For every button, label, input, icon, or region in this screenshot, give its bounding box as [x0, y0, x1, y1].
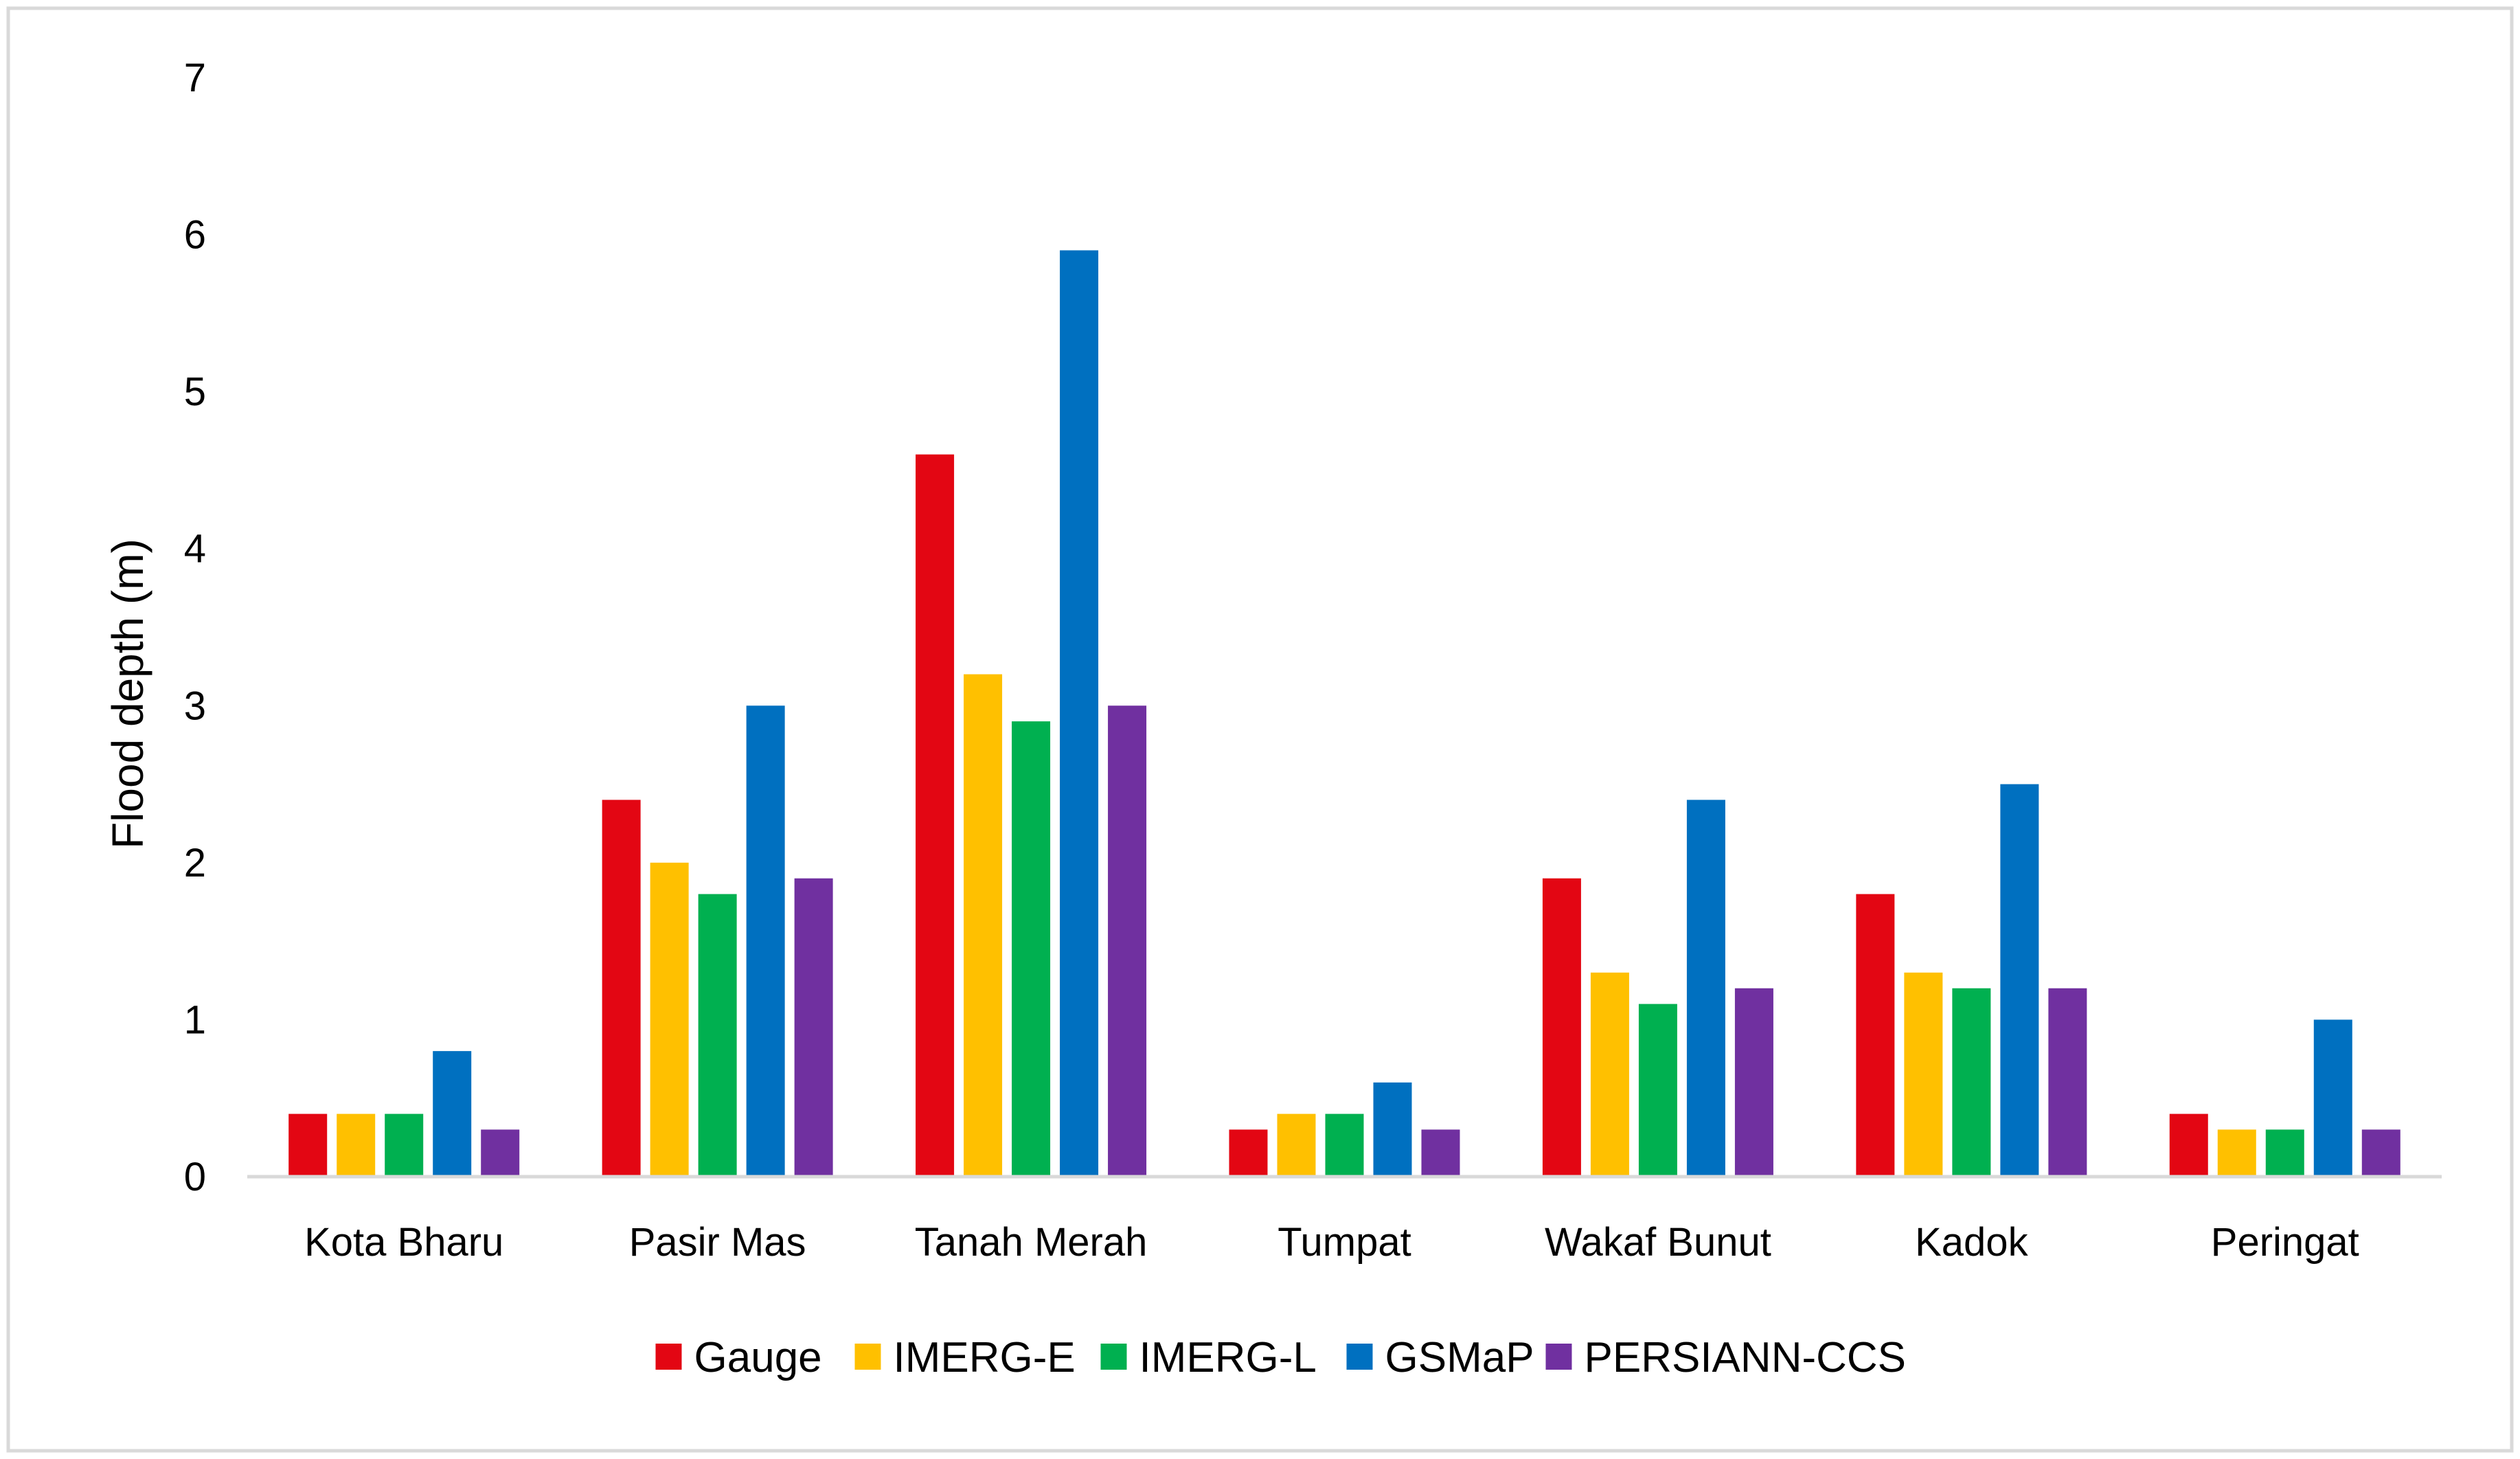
bar	[1638, 1004, 1677, 1177]
x-tick-label: Wakaf Bunut	[1545, 1220, 1771, 1265]
y-tick-label: 1	[184, 997, 206, 1042]
bar	[2265, 1129, 2304, 1177]
y-axis-title: Flood depth (m)	[103, 539, 152, 849]
x-tick-label: Peringat	[2211, 1220, 2359, 1265]
bar	[698, 894, 737, 1177]
bar	[2169, 1113, 2208, 1177]
bar	[1373, 1082, 1412, 1177]
bar	[1904, 972, 1943, 1177]
y-tick-label: 2	[184, 841, 206, 885]
bar	[1421, 1129, 1460, 1177]
bar	[1590, 972, 1629, 1177]
bar	[650, 862, 689, 1177]
legend-label: GSMaP	[1385, 1334, 1534, 1381]
bar	[746, 705, 785, 1177]
legend-label: IMERG-E	[894, 1334, 1076, 1381]
bar	[433, 1051, 472, 1177]
y-tick-label: 7	[184, 56, 206, 100]
bar	[1012, 721, 1051, 1177]
bar	[1325, 1113, 1364, 1177]
y-tick-label: 4	[184, 527, 206, 572]
bar	[1952, 988, 1991, 1177]
bar	[1277, 1113, 1316, 1177]
bar	[1734, 988, 1773, 1177]
bar	[2217, 1129, 2256, 1177]
bar	[1542, 878, 1581, 1177]
bar	[288, 1113, 328, 1177]
y-tick-label: 0	[184, 1155, 206, 1199]
bar	[602, 800, 641, 1177]
bar	[1229, 1129, 1268, 1177]
x-tick-label: Tanah Merah	[915, 1220, 1148, 1265]
bar	[2361, 1129, 2400, 1177]
x-tick-label: Kadok	[1915, 1220, 2028, 1265]
bar	[1108, 705, 1147, 1177]
bar	[481, 1129, 520, 1177]
bar	[794, 878, 833, 1177]
y-tick-label: 5	[184, 370, 206, 414]
bar	[2000, 784, 2039, 1177]
x-tick-label: Tumpat	[1278, 1220, 1411, 1265]
legend-swatch	[655, 1344, 682, 1370]
x-tick-label: Pasir Mas	[629, 1220, 806, 1265]
bar	[2313, 1019, 2352, 1177]
legend-label: IMERG-L	[1139, 1334, 1317, 1381]
y-axis-ticks: 0 1 2 3 4 5 6 7	[184, 56, 206, 1199]
bar	[916, 454, 955, 1177]
legend-label: Gauge	[694, 1334, 822, 1381]
legend: Gauge IMERG-E IMERG-L GSMaP PERSIANN-CCS	[655, 1334, 1907, 1381]
bar	[337, 1113, 376, 1177]
bars	[288, 250, 2400, 1177]
legend-label: PERSIANN-CCS	[1585, 1334, 1907, 1381]
legend-swatch	[854, 1344, 881, 1370]
x-tick-label: Kota Bharu	[304, 1220, 503, 1265]
legend-swatch	[1100, 1344, 1127, 1370]
bar	[385, 1113, 424, 1177]
bar	[1856, 894, 1895, 1177]
bar	[1060, 250, 1099, 1177]
x-axis-labels: Kota Bharu Pasir Mas Tanah Merah Tumpat Waka…	[304, 1220, 2359, 1265]
chart-border	[6, 6, 2514, 1453]
bar	[964, 674, 1003, 1177]
bar	[1686, 800, 1725, 1177]
y-tick-label: 3	[184, 683, 206, 728]
y-tick-label: 6	[184, 213, 206, 258]
legend-swatch	[1346, 1344, 1373, 1370]
bar	[2048, 988, 2087, 1177]
legend-swatch	[1545, 1344, 1572, 1370]
